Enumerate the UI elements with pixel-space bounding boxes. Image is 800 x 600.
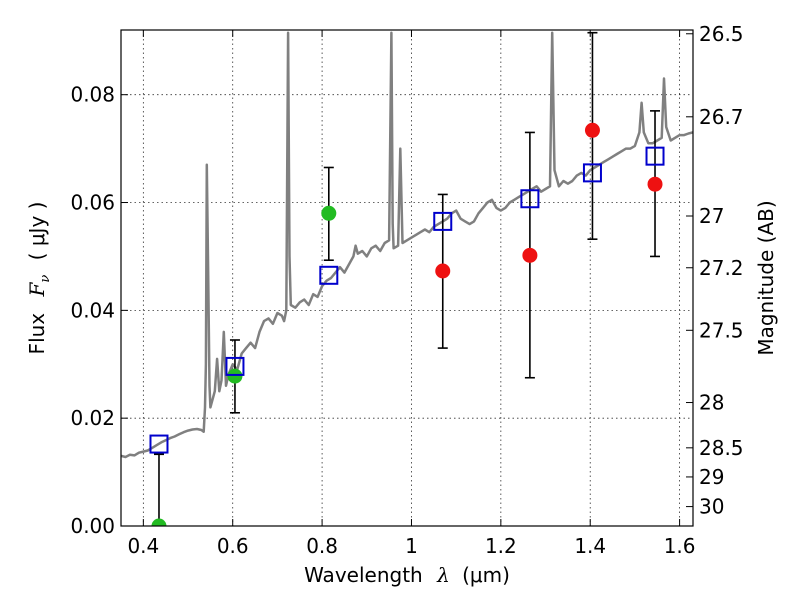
model-square: [433, 211, 453, 231]
right-tick-label: 26.7: [699, 105, 744, 129]
data-point: [435, 263, 451, 279]
right-tick-label: 27.5: [699, 318, 744, 342]
y-tick-label: 0.04: [70, 298, 115, 322]
model-square: [645, 146, 665, 166]
x-tick-label: 1.4: [574, 534, 606, 558]
right-tick-label: 30: [699, 495, 724, 519]
grid: [121, 30, 693, 526]
data-point: [227, 368, 243, 384]
plot-frame: [120, 29, 694, 527]
right-tick-label: 27.2: [699, 256, 744, 280]
plot-area: [121, 31, 693, 526]
right-tick-label: 28: [699, 391, 724, 415]
data-point: [647, 176, 663, 192]
axes: 0.4 0.6 0.8 1 1.2 1.4 1.6 0.00 0.02 0.04 0.06 0.08 2…: [70, 22, 743, 558]
x-tick-label: 0.4: [127, 534, 159, 558]
x-tick-label: 0.6: [217, 534, 249, 558]
data-point: [151, 518, 167, 526]
model-square: [225, 356, 245, 376]
right-tick-label: 29: [699, 465, 724, 489]
data-point: [321, 205, 337, 221]
y-tick-label: 0.00: [70, 514, 115, 538]
y-tick-label: 0.06: [70, 191, 115, 215]
x-tick-label: 0.8: [306, 534, 338, 558]
y-tick-label: 0.02: [70, 406, 115, 430]
data-point: [522, 247, 538, 263]
right-tick-label: 27: [699, 204, 724, 228]
model-square: [520, 189, 540, 209]
x-tick-label: 1.6: [664, 534, 696, 558]
model-square: [149, 434, 169, 454]
right-axis-label: Magnitude (AB): [754, 200, 778, 355]
right-tick-label: 28.5: [699, 436, 744, 460]
y-axis-label: Flux Fν ( μJy ): [25, 202, 54, 355]
x-axis-label: Wavelength λ (μm): [304, 563, 510, 587]
x-tick-label: 1.2: [485, 534, 517, 558]
model-square: [319, 265, 339, 285]
data-point: [584, 122, 600, 138]
spectrum-line: [121, 31, 693, 459]
y-tick-label: 0.08: [70, 83, 115, 107]
right-tick-label: 26.5: [699, 22, 744, 46]
x-tick-label: 1: [405, 534, 418, 558]
model-square: [582, 163, 602, 183]
